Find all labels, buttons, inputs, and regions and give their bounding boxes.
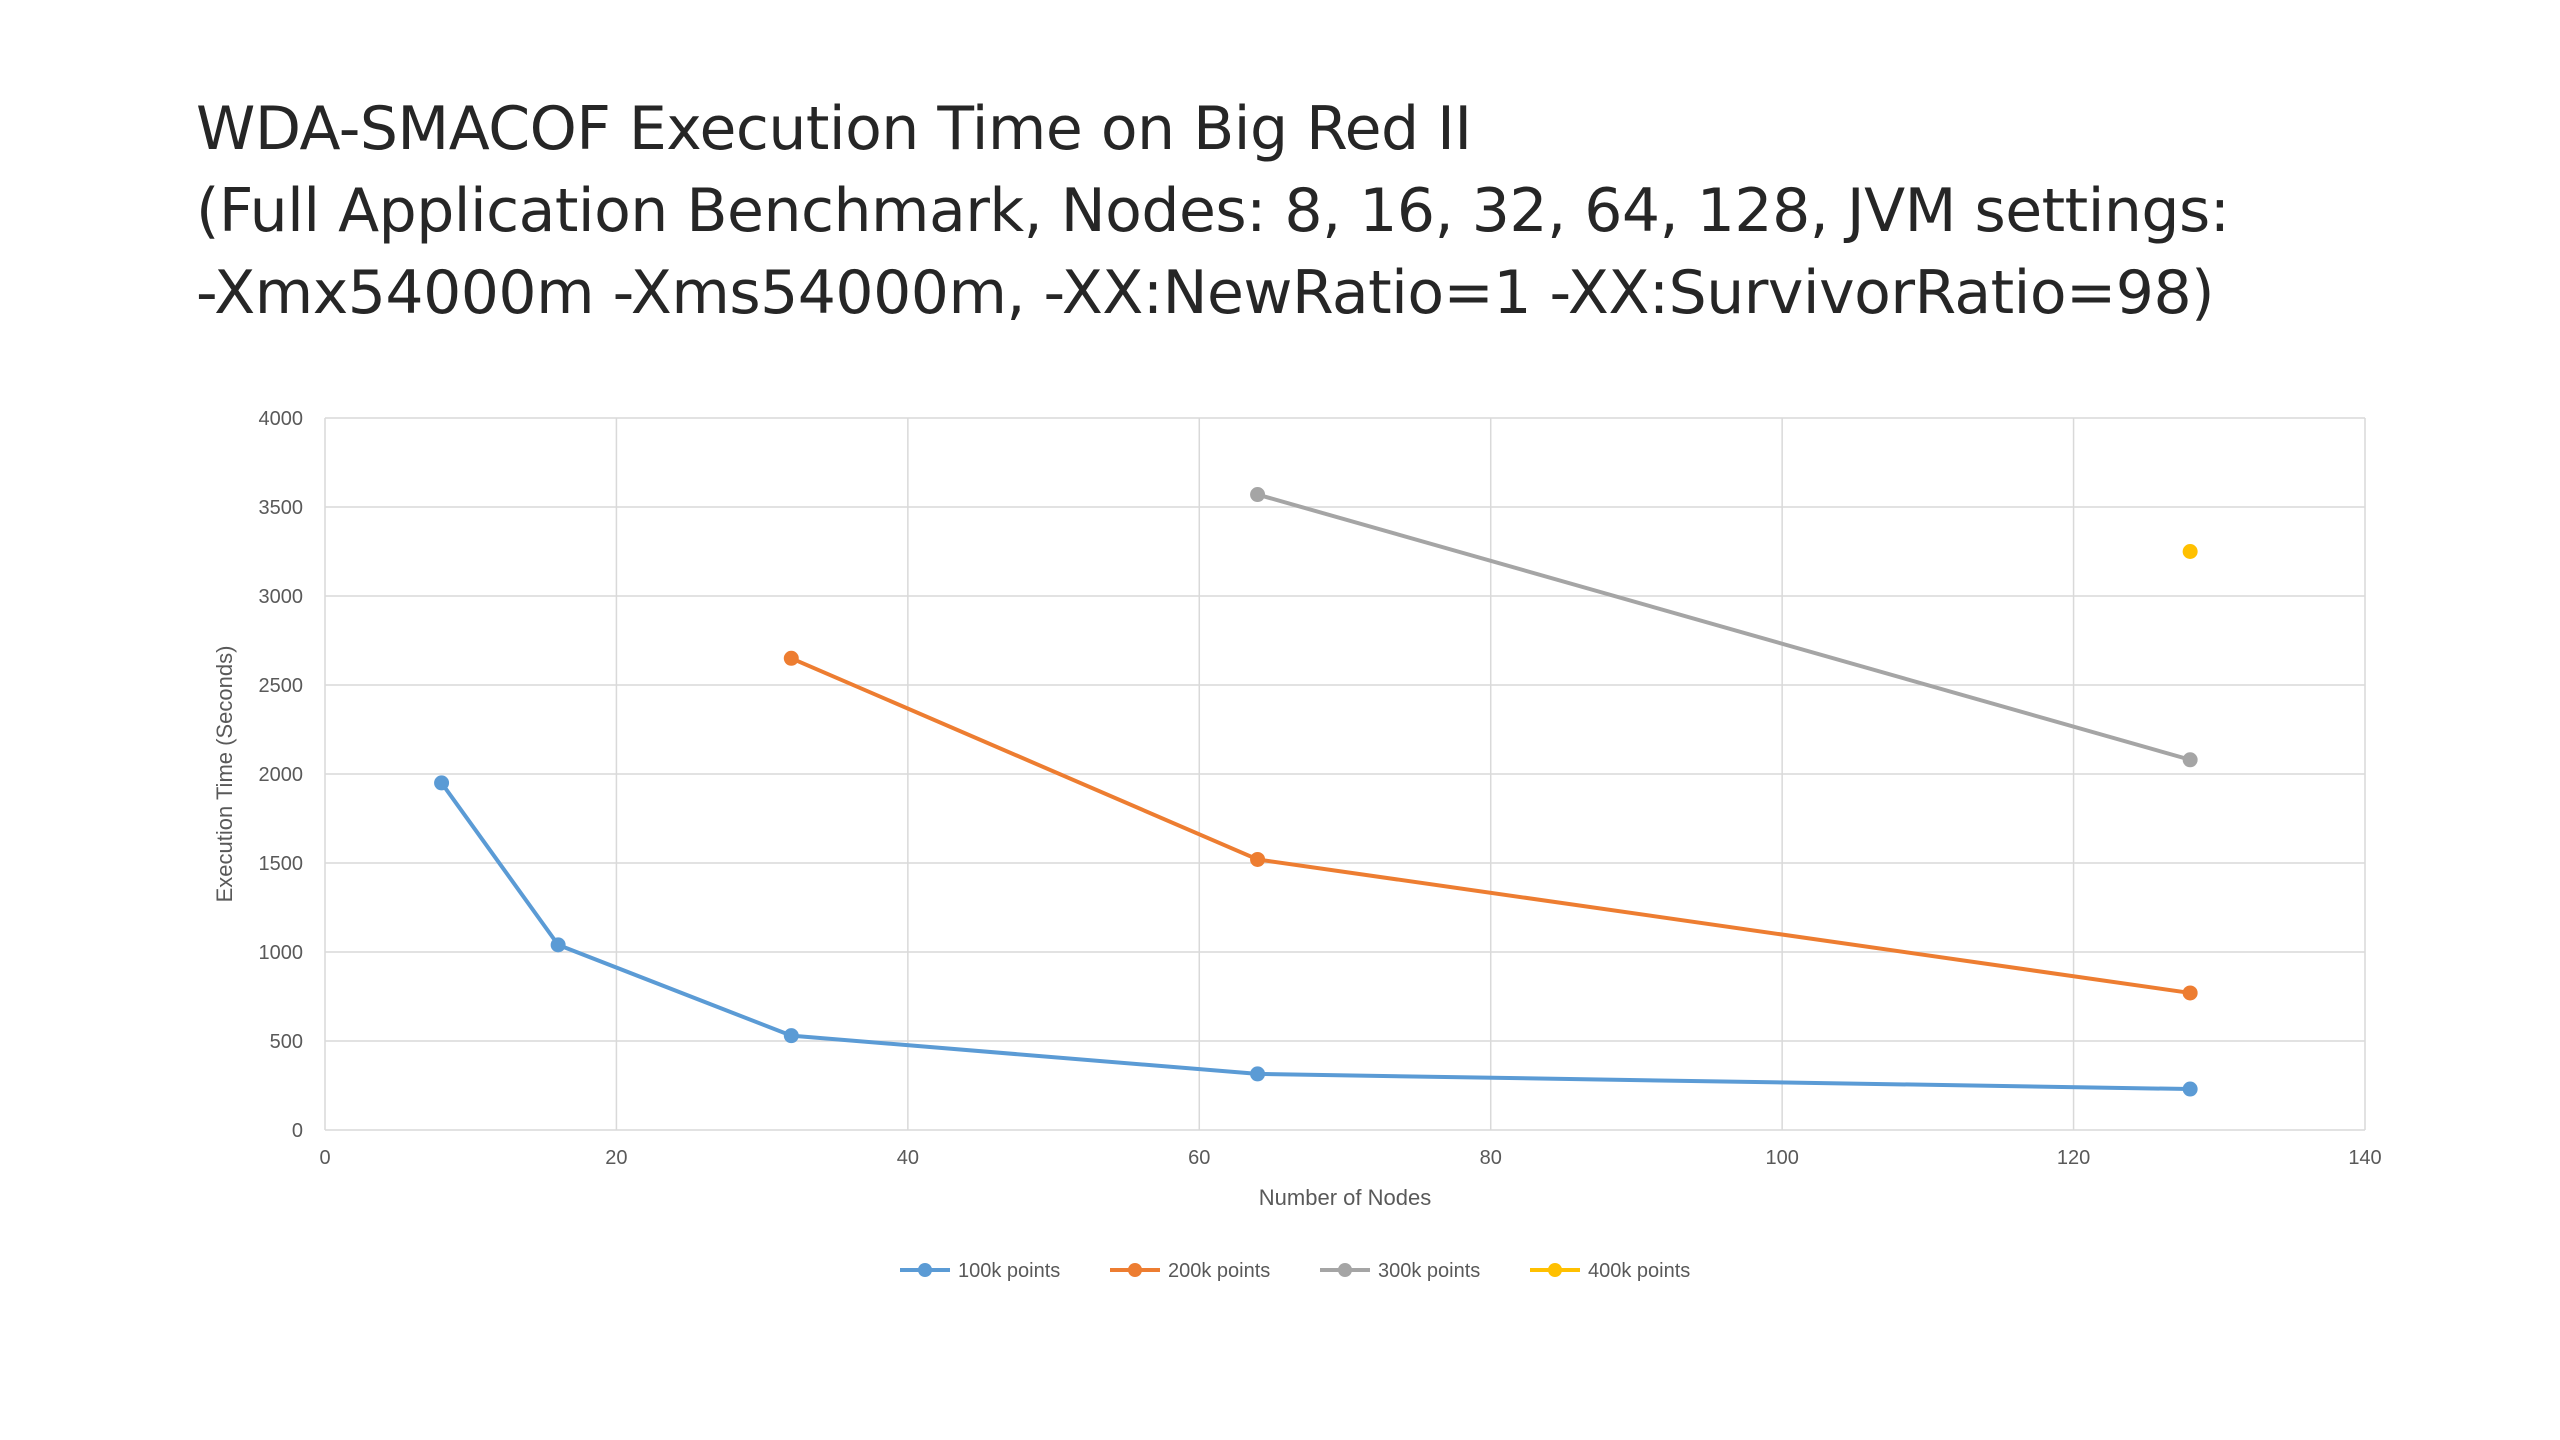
y-tick-label: 1000 (259, 942, 304, 964)
series-line (439, 780, 2193, 1092)
series-300k-points (1250, 487, 2198, 768)
chart-grid (324, 417, 2366, 1131)
legend-item: 100k points (900, 1260, 1060, 1282)
chart-title: WDA-SMACOF Execution Time on Big Red II … (196, 88, 2496, 334)
y-tick-label: 2500 (259, 675, 304, 697)
x-tick-label: 140 (2348, 1147, 2381, 1169)
data-point (783, 650, 799, 666)
data-point (550, 937, 566, 953)
data-point (2182, 1081, 2198, 1097)
y-tick-label: 0 (292, 1120, 303, 1142)
data-point (434, 775, 450, 791)
x-tick-label: 60 (1188, 1147, 1210, 1169)
x-axis-label: Number of Nodes (1259, 1185, 1431, 1210)
y-tick-label: 2000 (259, 764, 304, 786)
chart-title-line-1: WDA-SMACOF Execution Time on Big Red II (196, 94, 1472, 164)
x-tick-label: 0 (319, 1147, 330, 1169)
data-point (2182, 752, 2198, 768)
legend-swatch-marker (1338, 1263, 1352, 1277)
chart-series (434, 487, 2198, 1097)
data-point (2182, 985, 2198, 1001)
x-tick-label: 100 (1765, 1147, 1798, 1169)
legend-item: 300k points (1320, 1260, 1480, 1282)
y-tick-label: 1500 (259, 853, 304, 875)
axis-ticks: 0 500 1000 1500 2000 2500 3000 3500 4000 0 20 40 60 8… (259, 408, 2382, 1169)
y-tick-label: 3500 (259, 497, 304, 519)
chart-title-line-2: (Full Application Benchmark, Nodes: 8, 1… (196, 176, 2230, 246)
series-200k-points (783, 650, 2198, 1001)
data-point (1250, 851, 1266, 867)
legend-label: 200k points (1168, 1260, 1270, 1282)
data-point (783, 1028, 799, 1044)
legend-swatch-marker (1548, 1263, 1562, 1277)
series-400k-points (2182, 544, 2198, 559)
data-point (1250, 487, 1266, 503)
legend-item: 200k points (1110, 1260, 1270, 1282)
x-tick-label: 40 (897, 1147, 919, 1169)
legend-label: 300k points (1378, 1260, 1480, 1282)
chart-legend: 100k points 200k points 300k points 400k po… (900, 1260, 1690, 1282)
series-100k-points (434, 775, 2198, 1097)
legend-swatch-marker (918, 1263, 932, 1277)
legend-item: 400k points (1530, 1260, 1690, 1282)
y-tick-label: 4000 (259, 408, 304, 430)
data-point (2182, 544, 2198, 559)
y-tick-label: 3000 (259, 586, 304, 608)
y-axis-label: Execution Time (Seconds) (212, 646, 237, 903)
series-line (1255, 492, 2193, 762)
y-tick-label: 500 (270, 1031, 303, 1053)
x-tick-label: 80 (1480, 1147, 1502, 1169)
legend-label: 400k points (1588, 1260, 1690, 1282)
x-tick-label: 20 (605, 1147, 627, 1169)
chart-title-line-3: -Xmx54000m -Xms54000m, -XX:NewRatio=1 -X… (196, 258, 2215, 328)
data-point (1250, 1066, 1266, 1082)
legend-label: 100k points (958, 1260, 1060, 1282)
legend-swatch-marker (1128, 1263, 1142, 1277)
x-tick-label: 120 (2057, 1147, 2090, 1169)
